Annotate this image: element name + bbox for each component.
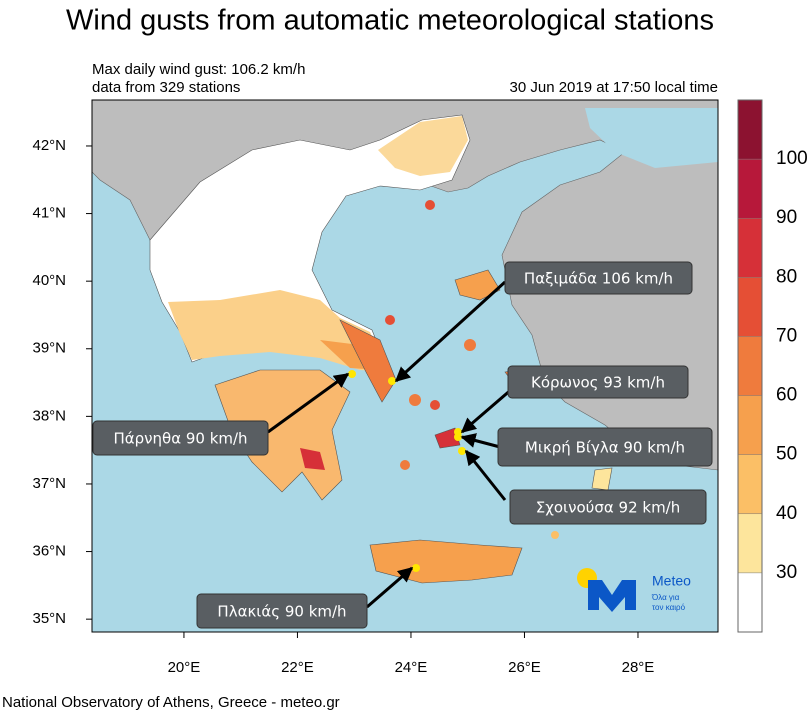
- station-dot: [388, 377, 396, 385]
- island: [434, 427, 461, 449]
- annotation-box: [507, 365, 689, 399]
- footer: National Observatory of Athens, Greece -…: [2, 694, 340, 711]
- x-tick-label: 28°E: [622, 659, 655, 676]
- island: [385, 315, 395, 325]
- x-tick-label: 22°E: [281, 659, 314, 676]
- annotation-arrow: [464, 449, 507, 501]
- annotation-arrow: [366, 566, 414, 609]
- island: [551, 531, 559, 539]
- annotation-label: Πλακιάς 90 km/h: [217, 603, 346, 621]
- colorbar-label: 70: [776, 325, 797, 346]
- y-tick-label: 40°N: [32, 272, 66, 289]
- annotation-label: Πάρνηθα 90 km/h: [113, 430, 247, 448]
- colorbar-band: [738, 100, 762, 160]
- annotation-arrow: [394, 280, 507, 383]
- y-tick-label: 38°N: [32, 407, 66, 424]
- colorbar-band: [738, 277, 762, 337]
- colorbar-band: [738, 218, 762, 278]
- black-sea: [585, 108, 718, 168]
- annotation-label: Μικρή Βίγλα 90 km/h: [525, 439, 685, 457]
- colorbar-band: [738, 572, 762, 632]
- timestamp: 30 Jun 2019 at 17:50 local time: [510, 79, 718, 96]
- colorbar-label: 30: [776, 562, 797, 583]
- y-tick-label: 37°N: [32, 475, 66, 492]
- y-tick-label: 42°N: [32, 137, 66, 154]
- annotation: Παξιμάδα 106 km/h: [388, 261, 693, 385]
- y-tick-label: 41°N: [32, 205, 66, 222]
- colorbar-label: 90: [776, 207, 797, 228]
- annotation: Πλακιάς 90 km/h: [196, 564, 420, 629]
- colorbar-label: 100: [776, 148, 808, 169]
- colorbar-band: [738, 395, 762, 455]
- x-tick-label: 26°E: [508, 659, 541, 676]
- colorbar-band: [738, 513, 762, 573]
- colorbar-label: 60: [776, 385, 797, 406]
- island: [430, 400, 440, 410]
- annotation-label: Κόρωνος 93 km/h: [531, 374, 665, 392]
- title: Wind gusts from automatic meteorological…: [66, 5, 714, 37]
- logo-slogan: τον καιρό: [652, 603, 686, 612]
- annotation-box: [497, 427, 713, 467]
- colorbar-label: 80: [776, 266, 797, 287]
- logo-mark: [588, 580, 636, 612]
- annotation: Μικρή Βίγλα 90 km/h: [454, 427, 713, 467]
- gust-area: [378, 116, 468, 176]
- gust-area: [300, 448, 325, 470]
- annotation-box: [92, 420, 269, 456]
- colorbar-band: [738, 336, 762, 396]
- map-frame: [91, 99, 719, 633]
- annotation-box: [196, 593, 368, 629]
- colorbar-band: [738, 454, 762, 514]
- island: [464, 339, 476, 351]
- y-tick-label: 35°N: [32, 610, 66, 627]
- x-tick-label: 24°E: [395, 659, 428, 676]
- logo-slogan: Όλα για: [651, 593, 680, 602]
- annotation-label: Παξιμάδα 106 km/h: [524, 270, 673, 288]
- colorbar-label: 50: [776, 444, 797, 465]
- station-dot: [458, 447, 466, 455]
- island: [400, 460, 410, 470]
- island: [409, 394, 421, 406]
- island: [425, 200, 435, 210]
- station-dot: [348, 370, 356, 378]
- y-tick-label: 39°N: [32, 340, 66, 357]
- station-dot: [454, 433, 462, 441]
- colorbar-frame: [737, 99, 763, 633]
- annotation-arrow: [460, 433, 501, 449]
- station-dot: [412, 564, 420, 572]
- annotation-arrow: [267, 372, 350, 434]
- map: [91, 99, 719, 633]
- annotation-box: [504, 261, 693, 295]
- colorbar-band: [738, 159, 762, 219]
- y-tick-label: 36°N: [32, 543, 66, 560]
- annotation: Πάρνηθα 90 km/h: [92, 370, 356, 456]
- logo-name: Meteo: [652, 573, 691, 589]
- subtitle: data from 329 stations: [92, 79, 240, 96]
- evia: [339, 319, 397, 403]
- annotation: Σχοινούσα 92 km/h: [458, 447, 707, 525]
- colorbar-label: 40: [776, 503, 797, 524]
- x-tick-label: 20°E: [168, 659, 201, 676]
- annotation-label: Σχοινούσα 92 km/h: [536, 499, 681, 517]
- annotation: Κόρωνος 93 km/h: [454, 365, 689, 436]
- annotation-box: [509, 489, 707, 525]
- logo: Meteo Όλα για τον καιρό: [577, 568, 691, 612]
- subtitle: Max daily wind gust: 106.2 km/h: [92, 61, 305, 78]
